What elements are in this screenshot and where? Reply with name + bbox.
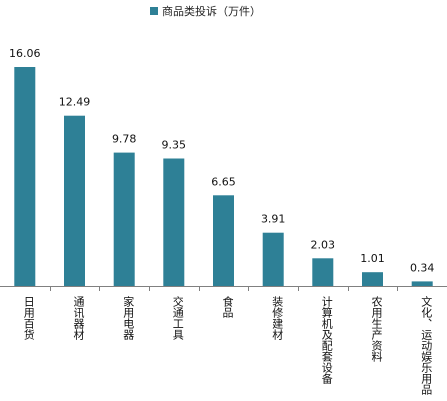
value-label-9: 0.34: [410, 261, 435, 274]
value-label-2: 12.49: [59, 96, 91, 109]
bar-3: [113, 152, 135, 286]
category-label-5: 食品: [221, 295, 234, 318]
value-label-4: 9.35: [162, 139, 187, 152]
bar-1: [14, 67, 36, 286]
category-label-3: 家用电器: [122, 295, 135, 341]
category-label-2: 通讯器材: [72, 296, 85, 340]
value-label-6: 3.91: [261, 213, 286, 226]
legend-label: 商品类投诉（万件）: [162, 4, 261, 18]
value-labels-group: 16.06 12.49 9.78 9.35 6.65 3.91 2.03 1.01 0.34: [9, 47, 434, 274]
category-label-7: 计算机及配套设备: [320, 296, 333, 385]
value-label-1: 16.06: [9, 47, 41, 60]
category-label-1: 日用百货: [22, 296, 35, 341]
bar-7: [312, 258, 334, 286]
category-label-9: 文化、运动娱乐用品: [420, 295, 433, 395]
legend-swatch: [150, 7, 158, 15]
bar-6: [262, 232, 284, 286]
bar-9: [411, 281, 433, 286]
value-label-3: 9.78: [112, 133, 137, 146]
legend: 商品类投诉（万件）: [150, 4, 261, 18]
category-labels-group: 日用百货 通讯器材 家用电器 交通工具 食品 装修建材 计算机及配套设备 农用生产资料 文化、运…: [22, 295, 432, 395]
category-label-4: 交通工具: [171, 295, 184, 340]
bar-5: [213, 195, 234, 286]
value-label-7: 2.03: [311, 238, 336, 251]
value-label-5: 6.65: [211, 175, 236, 188]
value-label-8: 1.01: [360, 252, 385, 265]
bar-4: [163, 158, 185, 286]
bars-group: [14, 67, 433, 286]
x-axis-ticks: [50, 286, 398, 291]
bar-8: [362, 272, 383, 286]
category-label-8: 农用生产资料: [370, 295, 383, 363]
bar-2: [64, 115, 85, 286]
category-label-6: 装修建材: [271, 296, 284, 340]
